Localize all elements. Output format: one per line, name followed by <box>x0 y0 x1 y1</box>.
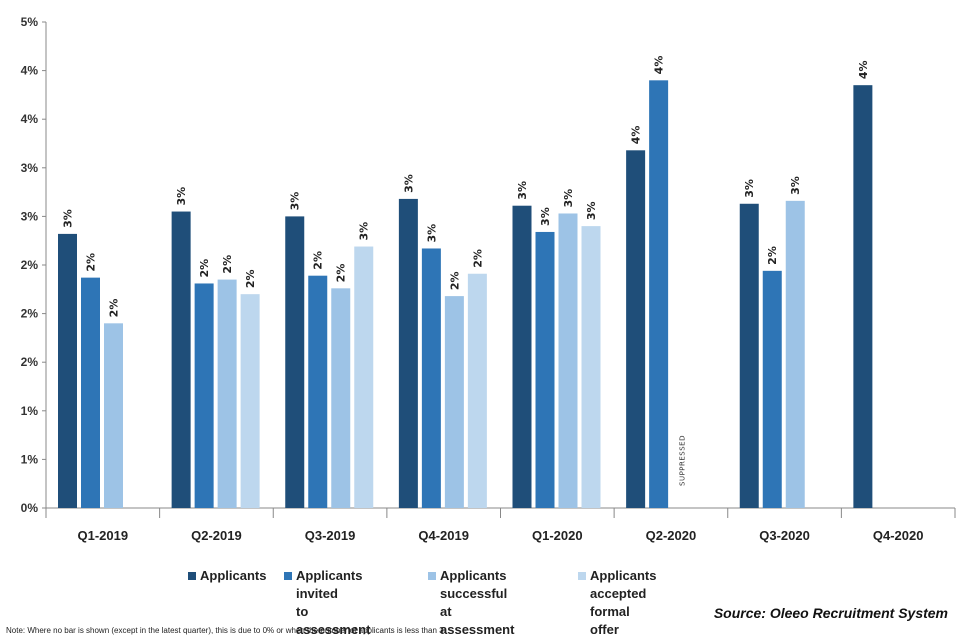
y-tick-label: 3% <box>21 209 39 223</box>
data-label: 3% <box>175 187 188 206</box>
x-tick-label: Q3-2019 <box>305 528 356 543</box>
bar <box>558 213 578 508</box>
data-label: 3% <box>743 179 756 198</box>
x-tick-label: Q1-2019 <box>78 528 129 543</box>
x-tick-label: Q4-2019 <box>418 528 469 543</box>
legend-swatch <box>284 572 292 580</box>
data-label: 2% <box>244 269 257 288</box>
data-label: 4% <box>653 56 666 75</box>
data-label: 3% <box>516 181 529 200</box>
chart-legend: Applicants Applicants invited to assessm… <box>188 567 808 637</box>
bar <box>467 273 487 508</box>
x-tick-label: Q2-2020 <box>646 528 697 543</box>
legend-label: Applicants successful at assessment <box>440 568 515 637</box>
data-label: 3% <box>289 192 302 211</box>
y-tick-label: 4% <box>21 64 39 78</box>
x-tick-label: Q3-2020 <box>759 528 810 543</box>
data-label: 3% <box>358 222 371 241</box>
bar <box>626 150 646 508</box>
bar <box>104 323 123 508</box>
bar <box>444 296 464 508</box>
bar <box>331 288 351 508</box>
x-tick-label: Q2-2019 <box>191 528 242 543</box>
data-label: 3% <box>425 224 438 243</box>
data-label: 3% <box>62 209 75 228</box>
data-label: 3% <box>562 189 575 208</box>
y-tick-label: 3% <box>21 161 39 175</box>
y-tick-label: 1% <box>21 452 39 466</box>
data-label: 4% <box>630 126 643 145</box>
bar <box>354 246 374 509</box>
legend-label: Applicants accepted formal offer <box>590 568 657 637</box>
data-label: 3% <box>789 176 802 195</box>
bar <box>217 279 237 508</box>
legend-label: Applicants <box>200 568 267 583</box>
y-tick-label: 0% <box>21 501 39 515</box>
legend-swatch <box>188 572 196 580</box>
data-label: 2% <box>312 251 325 270</box>
bar <box>762 270 782 508</box>
data-label: 2% <box>198 259 211 278</box>
legend-label: Applicants invited to assessment <box>296 568 371 637</box>
legend-swatch <box>428 572 436 580</box>
source-credit: Source: Oleeo Recruitment System <box>713 605 948 621</box>
x-tick-label: Q1-2020 <box>532 528 583 543</box>
data-label: 2% <box>448 271 461 290</box>
x-tick-label: Q4-2020 <box>873 528 924 543</box>
y-tick-label: 2% <box>21 258 39 272</box>
bar <box>535 231 555 508</box>
data-label: 2% <box>335 264 348 283</box>
bar <box>739 203 759 508</box>
bar <box>853 85 873 509</box>
legend-swatch <box>578 572 586 580</box>
suppressed-label: SUPPRESSED <box>679 435 687 486</box>
bar <box>240 294 260 508</box>
bar <box>171 211 191 509</box>
data-label: 2% <box>766 246 779 265</box>
y-tick-label: 2% <box>21 355 39 369</box>
bar <box>421 248 441 508</box>
bar <box>308 275 328 508</box>
bar <box>81 277 100 508</box>
y-tick-label: 1% <box>21 404 39 418</box>
data-label: 2% <box>108 299 121 318</box>
data-label: 4% <box>857 60 870 79</box>
y-tick-label: 5% <box>21 15 39 29</box>
data-label: 2% <box>471 249 484 268</box>
footnote: Note: Where no bar is shown (except in t… <box>6 626 444 635</box>
bar <box>285 216 305 508</box>
data-label: 2% <box>85 253 98 272</box>
bar <box>512 205 532 508</box>
bar <box>398 198 418 509</box>
y-tick-label: 4% <box>21 112 39 126</box>
data-label: 2% <box>221 255 234 274</box>
data-label: 3% <box>539 207 552 226</box>
bar <box>785 200 805 508</box>
bar <box>649 80 669 508</box>
bar <box>194 283 214 508</box>
bar <box>58 233 77 508</box>
data-label: 3% <box>585 201 598 220</box>
bar <box>581 226 601 508</box>
data-label: 3% <box>402 174 415 193</box>
y-tick-label: 2% <box>21 307 39 321</box>
